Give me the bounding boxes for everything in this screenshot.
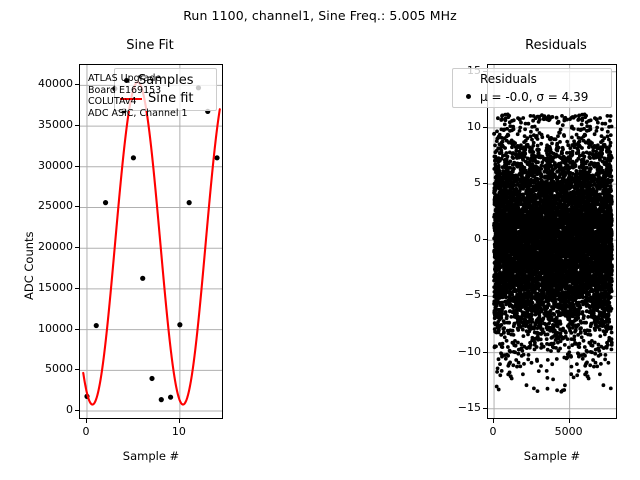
y-tick-label: 30000 <box>38 158 73 172</box>
y-tick-mark <box>483 407 487 409</box>
y-tick-mark <box>75 84 79 86</box>
annotation-line-2: Board E169153 <box>88 84 162 96</box>
y-tick-label: 40000 <box>38 77 73 91</box>
sine-fit-legend <box>114 68 217 111</box>
y-tick-mark <box>483 295 487 297</box>
y-tick-label: 0 <box>66 403 73 417</box>
sine-fit-plot-area <box>79 64 223 419</box>
y-tick-label: 35000 <box>38 118 73 132</box>
legend-item-residuals[interactable]: Residuals <box>458 70 613 87</box>
y-tick-mark <box>75 165 79 167</box>
y-tick-label: −5 <box>464 288 481 302</box>
annotation-line-3: COLUTAv4 <box>88 96 137 107</box>
y-tick-mark <box>75 125 79 127</box>
right-panel-xlabel: Sample # <box>523 449 581 463</box>
x-tick-mark <box>568 419 570 423</box>
y-tick-label: 25000 <box>38 199 73 213</box>
y-tick-mark <box>75 247 79 249</box>
line-icon <box>120 97 142 100</box>
left-panel-title: Sine Fit <box>126 38 174 53</box>
y-tick-label: −10 <box>457 344 481 358</box>
annotation-line-1: ATLAS Upgrade <box>88 73 162 84</box>
y-tick-label: 10 <box>467 119 481 133</box>
x-tick-mark <box>85 419 87 423</box>
residuals-legend <box>452 68 612 108</box>
x-tick-mark <box>178 419 180 423</box>
y-tick-mark <box>75 410 79 412</box>
x-tick-label: 0 <box>489 425 497 438</box>
legend-item-sine-fit[interactable]: Sine fit <box>120 90 215 107</box>
y-tick-mark <box>483 126 487 128</box>
x-tick-label: 0 <box>82 425 90 438</box>
experiment-annotation: ATLAS Upgrade Board E169153 COLUTAv4 ADC… <box>88 73 188 119</box>
y-tick-mark <box>483 183 487 185</box>
x-tick-label: 5000 <box>554 425 583 438</box>
dot-icon <box>466 94 471 99</box>
left-panel-xlabel: Sample # <box>122 449 180 463</box>
y-tick-label: 5 <box>474 176 481 190</box>
legend-label-sine-fit: Sine fit <box>148 91 194 106</box>
legend-label-residuals: Residuals <box>480 71 537 86</box>
x-tick-label: 10 <box>171 425 186 438</box>
residuals-plot-area <box>487 64 617 419</box>
y-tick-mark <box>75 369 79 371</box>
right-panel-title: Residuals <box>525 38 587 53</box>
x-tick-mark <box>493 419 495 423</box>
figure-suptitle: Run 1100, channel1, Sine Freq.: 5.005 MH… <box>183 8 457 23</box>
y-tick-label: −15 <box>457 400 481 414</box>
y-tick-label: 10000 <box>38 321 73 335</box>
y-tick-label: 20000 <box>38 240 73 254</box>
legend-label-residual-stats: μ = -0.0, σ = 4.39 <box>480 89 589 104</box>
dot-icon <box>124 78 129 83</box>
y-tick-mark <box>75 206 79 208</box>
y-tick-mark <box>483 351 487 353</box>
legend-label-samples: Samples <box>138 73 194 88</box>
y-tick-label: 0 <box>474 232 481 246</box>
y-tick-label: 5000 <box>45 362 73 376</box>
y-tick-mark <box>483 239 487 241</box>
annotation-line-4: ADC ASIC, Channel 1 <box>88 107 188 119</box>
residuals-canvas <box>488 65 616 418</box>
legend-item-residual-stats[interactable]: μ = -0.0, σ = 4.39 <box>458 88 613 105</box>
y-tick-mark <box>75 287 79 289</box>
legend-item-samples[interactable]: Samples <box>120 72 215 89</box>
y-tick-label: 15000 <box>38 280 73 294</box>
y-tick-mark <box>75 328 79 330</box>
